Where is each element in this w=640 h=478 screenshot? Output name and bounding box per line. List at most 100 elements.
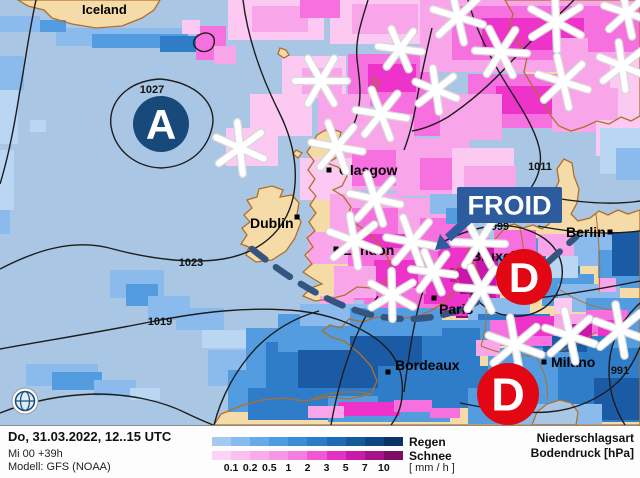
snowflake-arm: [462, 217, 496, 269]
snowflake-arm: [416, 251, 450, 293]
snow-scale-step: [364, 451, 384, 460]
rain-scale-step: [288, 437, 308, 446]
snow-scale-step: [307, 451, 327, 460]
precip-cell: [616, 148, 640, 180]
rain-scale-step: [364, 437, 384, 446]
precip-cell: [214, 46, 236, 64]
legend-tick-value: 0.5: [261, 462, 277, 474]
isobar: [0, 308, 404, 425]
coastline: [301, 127, 393, 302]
footer-bar: Do, 31.03.2022, 12..15 UTC Mi 00 +39h Mo…: [0, 425, 640, 478]
snowflake-arm: [464, 266, 498, 312]
snowflake-icon: [290, 54, 352, 108]
snow-color-scale: [212, 451, 403, 460]
froid-annotation: FROID: [435, 187, 562, 250]
country-border: [559, 289, 613, 311]
snowflake-arm: [383, 28, 417, 70]
snow-scale-step: [288, 451, 308, 460]
precip-cell: [0, 16, 40, 32]
snowflake-arm: [483, 27, 519, 77]
snowflake-arm: [435, 0, 481, 38]
isobar-value-label: 991: [611, 365, 629, 377]
isobar: [0, 0, 37, 185]
precip-cell: [612, 232, 640, 276]
city-label-paris: Paris: [439, 301, 473, 317]
pressure-circle: [496, 249, 552, 305]
snowflake-icon: [541, 306, 599, 366]
coastline: [277, 47, 290, 59]
pressure-letter: D: [509, 254, 539, 301]
rain-scale-step: [383, 437, 403, 446]
precip-cell: [94, 380, 136, 396]
rain-scale-step: [326, 437, 346, 446]
snowflake-arm: [600, 48, 640, 84]
snowflake-arm: [415, 73, 457, 107]
water-layer: [531, 399, 579, 425]
region-label: Iceland: [82, 2, 127, 17]
city-dot-dublin: [294, 214, 300, 220]
precip-cell: [0, 84, 18, 144]
snowflake-icon: [595, 37, 640, 95]
snowflake-arm: [606, 0, 640, 33]
country-border: [595, 213, 601, 293]
precip-cell: [300, 0, 340, 18]
snow-scale-step: [250, 451, 270, 460]
precip-cell: [598, 278, 616, 292]
snowflake-arm: [490, 324, 540, 366]
legend-tick-value: 1: [285, 462, 292, 474]
pressure-circle: [477, 363, 539, 425]
coastline: [504, 0, 640, 132]
pressure-label: Bodendruck [hPa]: [530, 446, 634, 460]
snow-scale-step: [212, 451, 232, 460]
snowflake-layer: [211, 0, 640, 377]
isobar: [0, 393, 214, 425]
snow-scale-step: [326, 451, 346, 460]
snowflake-icon: [411, 63, 461, 117]
coastline: [371, 76, 380, 90]
city-label-bordeaux: Bordeaux: [395, 357, 460, 373]
snowflake-arm: [597, 310, 640, 350]
precip-cell: [202, 330, 258, 348]
cold-front-line: [248, 245, 481, 323]
weather-map: 1027102310191011999991IcelandGlasgowDubl…: [0, 0, 640, 425]
isobar-value-label: 1011: [528, 161, 552, 173]
validity-datetime: Do, 31.03.2022, 12..15 UTC: [8, 429, 172, 444]
froid-box: [457, 187, 562, 223]
precip-type-label: Niederschlagsart: [536, 431, 634, 445]
city-label-berlin: Berlin: [566, 224, 606, 240]
precip-cell: [252, 6, 308, 32]
snowflake-arm: [392, 219, 432, 265]
isobar: [213, 310, 320, 425]
legend-tick-value: 0.1: [223, 462, 239, 474]
legend-tick-value: 0.2: [242, 462, 258, 474]
snowflake-arm: [305, 55, 337, 107]
precipitation-layer: [0, 0, 640, 424]
rain-scale-step: [250, 437, 270, 446]
sea: [531, 399, 579, 425]
precip-cell: [308, 406, 344, 418]
city-dot-glasgow: [326, 167, 332, 173]
snowflake-arm: [317, 124, 357, 170]
snowflake-icon: [211, 117, 269, 179]
snowflake-icon: [307, 118, 367, 176]
isobar: [192, 32, 215, 53]
isobar-value-label: 1019: [148, 316, 172, 328]
precip-cell: [0, 150, 14, 210]
legend-tick-value: 7: [361, 462, 368, 474]
snowflake-arm: [529, 4, 583, 40]
precip-cell: [338, 402, 400, 416]
landmass: [18, 0, 160, 28]
snow-scale-step: [383, 451, 403, 460]
snowflake-icon: [533, 52, 593, 112]
snowflake-icon: [452, 263, 510, 315]
legend-ticks: 0.1 0.2 0.5 1 2 3 5 7 10: [212, 462, 403, 475]
cold-front-layer: [248, 233, 580, 323]
snow-label: Schnee: [409, 449, 452, 463]
high-pressure-symbol: A: [133, 96, 189, 152]
pressure-letter: A: [146, 101, 176, 148]
snowflake-arm: [361, 90, 401, 138]
pressure-circle: [133, 96, 189, 152]
snowflake-icon: [406, 247, 460, 297]
